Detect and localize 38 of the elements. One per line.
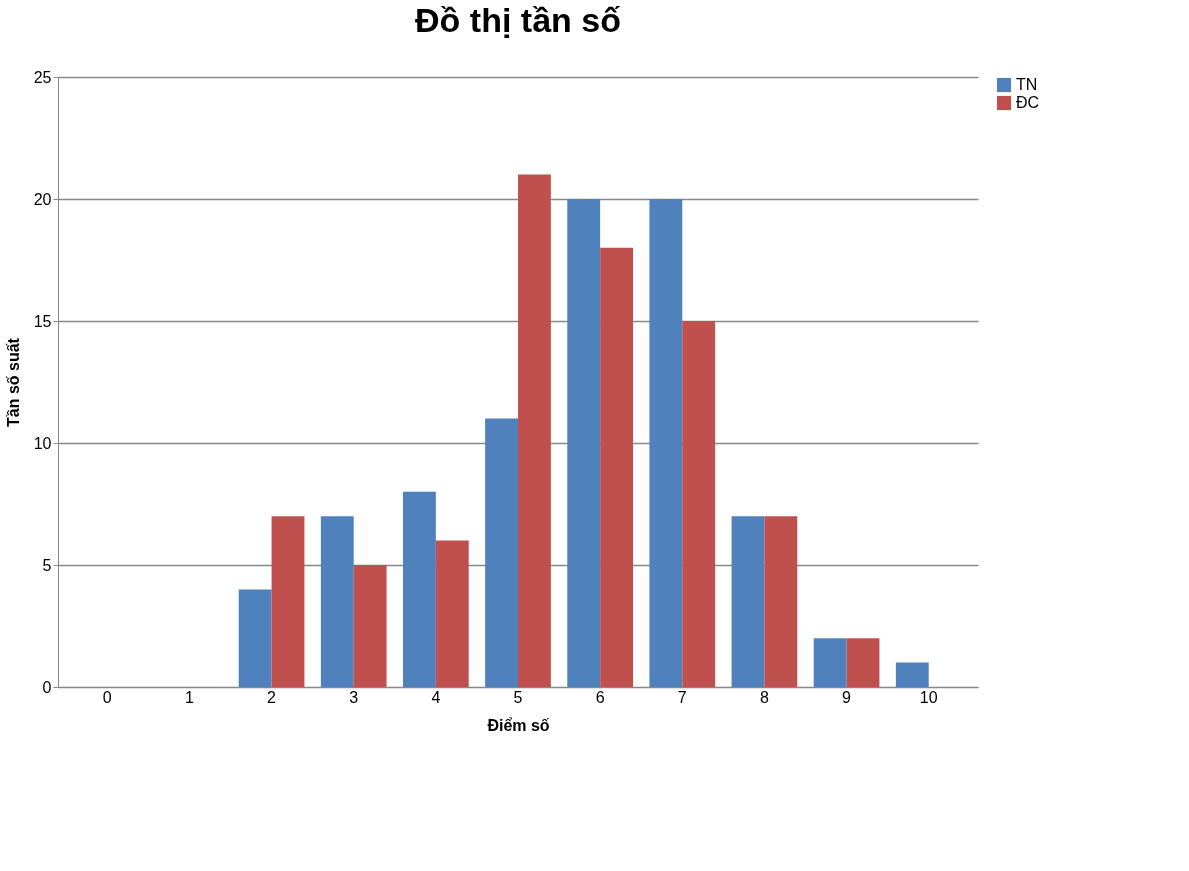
legend-label: ĐC [1016,94,1040,111]
x-tick-label: 4 [431,688,441,706]
legend-label: TN [1016,76,1038,93]
x-tick-label: 5 [513,688,523,706]
bar [682,321,716,687]
x-tick-label: 1 [184,688,194,706]
bar [271,516,305,687]
bar [435,540,469,687]
bar [846,638,880,687]
chart-title: Đồ thị tần số [415,1,621,39]
bar [353,565,387,687]
bar [518,174,551,687]
y-tick-label: 10 [33,434,52,452]
y-tick-label: 5 [42,556,52,574]
bar [813,638,847,687]
bar [567,199,601,687]
x-tick-label: 6 [595,688,605,706]
bar [731,516,765,687]
bar [485,418,518,687]
x-tick-label: 9 [842,688,852,706]
x-tick-label: 10 [919,688,938,706]
y-tick-label: 20 [33,190,52,208]
bar [403,491,436,687]
bar [895,662,929,687]
bar [764,516,798,687]
x-tick-label: 7 [677,688,687,706]
bar [320,516,354,687]
x-tick-label: 3 [349,688,359,706]
x-tick-label: 2 [267,688,277,706]
y-tick-label: 25 [33,68,52,86]
bar [600,247,633,687]
y-axis-title: Tần số suất [4,337,22,427]
x-tick-label: 8 [759,688,769,706]
bar [238,589,272,687]
x-axis-title: Điểm số [487,716,550,734]
bar [649,199,683,687]
y-tick-label: 15 [33,312,52,330]
x-tick-label: 0 [102,688,112,706]
